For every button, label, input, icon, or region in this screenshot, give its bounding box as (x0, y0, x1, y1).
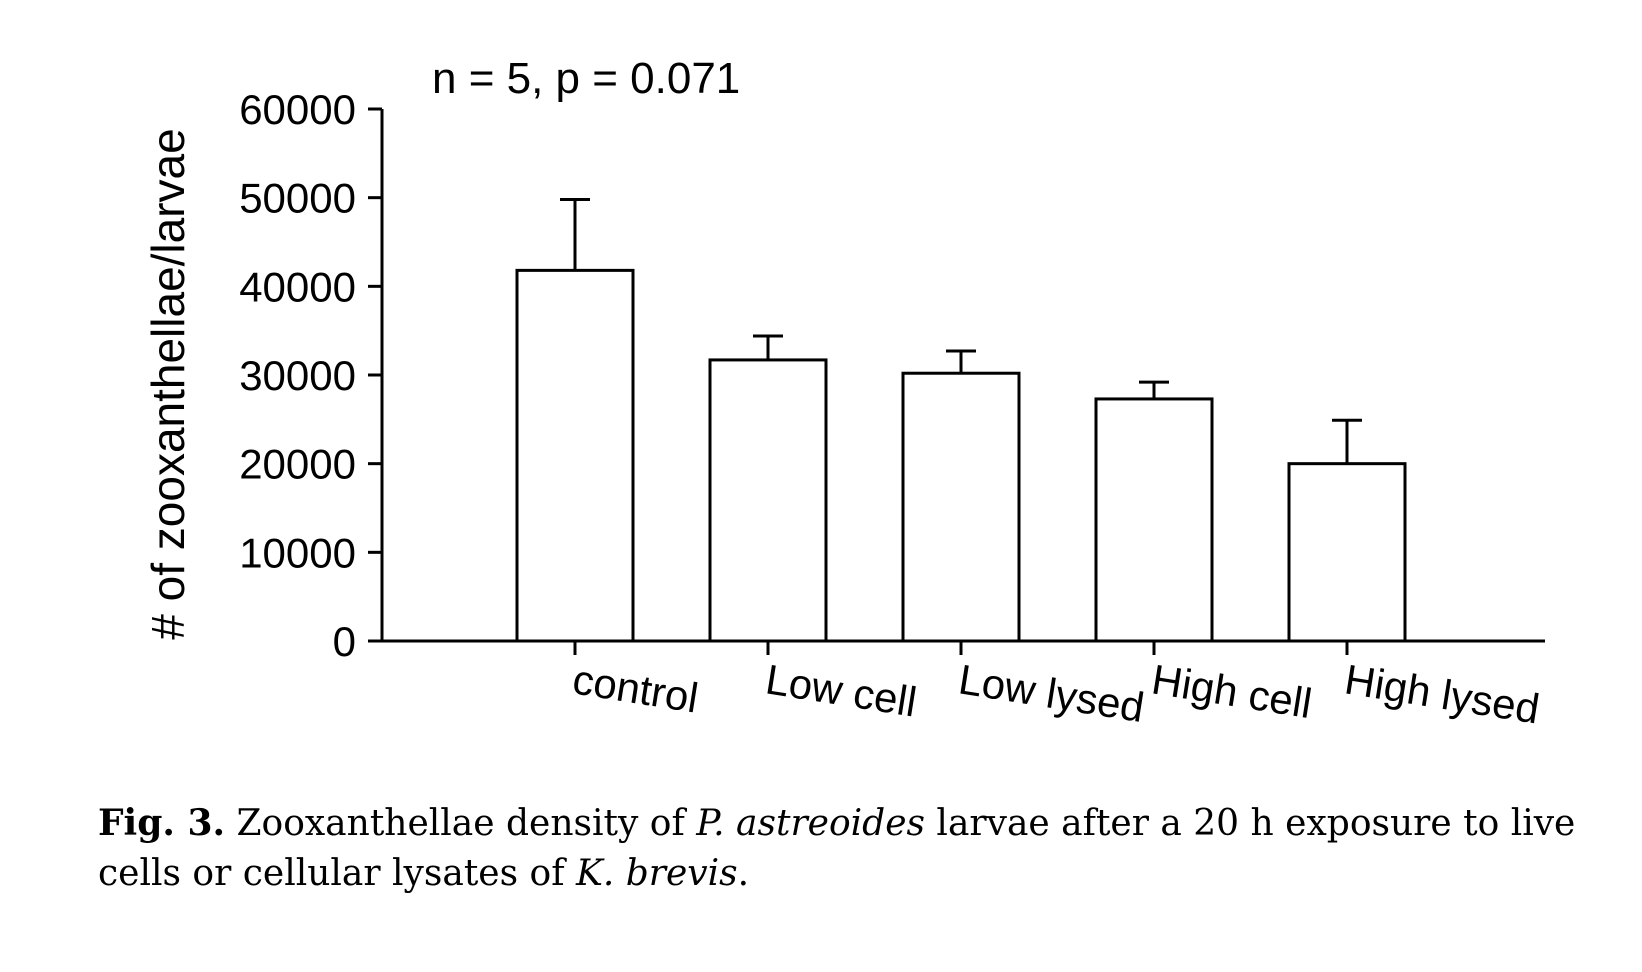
y-tick-label: 20000 (239, 441, 356, 488)
bar (1094, 397, 1214, 643)
caption-text-1: Zooxanthellae density of (225, 803, 697, 844)
y-tick-label: 50000 (239, 175, 356, 222)
chart-annotation: n = 5, p = 0.071 (432, 54, 740, 103)
x-tick-label: High lysed (1342, 655, 1543, 732)
y-tick-label: 40000 (239, 263, 356, 310)
figure-caption: Fig. 3. Zooxanthellae density of P. astr… (98, 798, 1618, 899)
y-axis-label: # of zooxanthellae/larvae (142, 128, 194, 639)
caption-text-3: . (737, 853, 750, 894)
caption-label: Fig. 3. (98, 802, 226, 844)
y-tick-label: 30000 (239, 352, 356, 399)
x-tick-label: High cell (1149, 655, 1315, 727)
caption-species-2: K. brevis (575, 853, 738, 894)
bars (515, 197, 1407, 643)
x-tick-label: control (570, 655, 702, 721)
bar (515, 268, 635, 643)
bar (901, 371, 1021, 643)
bar-chart: n = 5, p = 0.071 # of zooxanthellae/larv… (142, 54, 1545, 733)
y-tick-label: 0 (333, 618, 356, 665)
x-tick-label: Low lysed (956, 655, 1148, 731)
caption-text-2: larvae after a 20 h exposure to live cel… (98, 803, 1576, 894)
x-tick-label: Low cell (763, 655, 920, 725)
bar (708, 358, 828, 643)
y-tick-label: 60000 (239, 86, 356, 133)
bar (1287, 462, 1407, 643)
caption-species-1: P. astreoides (696, 803, 925, 844)
y-tick-label: 10000 (239, 529, 356, 576)
